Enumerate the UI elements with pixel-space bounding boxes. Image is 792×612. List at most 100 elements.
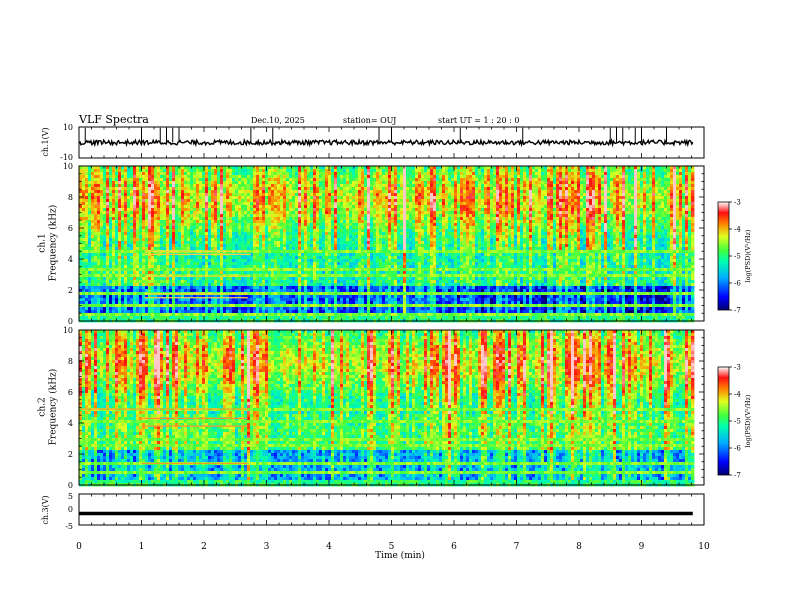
spectrogram-cell <box>571 217 574 220</box>
spectrogram-cell <box>139 217 142 220</box>
spectrogram-cell <box>571 196 574 199</box>
spectrogram-cell <box>628 193 631 196</box>
spectrogram-cell <box>661 205 664 208</box>
spectrogram-cell <box>553 187 556 190</box>
spectrogram-cell <box>103 223 106 226</box>
spectrogram-cell <box>172 193 175 196</box>
spectrogram-cell <box>478 184 481 187</box>
spectrogram-cell <box>316 211 319 214</box>
spectrogram-cell <box>655 199 658 202</box>
spectrogram-cell <box>676 178 679 181</box>
spectrogram-cell <box>616 193 619 196</box>
spectrogram-cell <box>151 226 154 229</box>
spectrogram-cell <box>322 181 325 184</box>
spectrogram-cell <box>253 208 256 211</box>
spectrogram-cell <box>511 220 514 223</box>
spectrogram-cell <box>565 235 568 238</box>
spectrogram-cell <box>229 172 232 175</box>
spectrogram-cell <box>88 208 91 211</box>
spectrogram-cell <box>523 217 526 220</box>
spectrogram-cell <box>286 223 289 226</box>
spectrogram-cell <box>451 196 454 199</box>
spectrogram-cell <box>580 223 583 226</box>
spectrogram-cell <box>367 220 370 223</box>
spectrogram-cell <box>448 229 451 232</box>
spectrogram-cell <box>352 184 355 187</box>
spectrogram-cell <box>406 223 409 226</box>
spectrogram-cell <box>664 172 667 175</box>
spectrogram-cell <box>574 223 577 226</box>
spectrogram-cell <box>604 166 607 169</box>
spectrogram-cell <box>301 223 304 226</box>
spectrogram-cell <box>496 181 499 184</box>
spectrogram-cell <box>373 202 376 205</box>
spectrogram-cell <box>412 181 415 184</box>
spectrogram-cell <box>223 232 226 235</box>
spectrogram-cell <box>142 178 145 181</box>
spectrogram-cell <box>682 202 685 205</box>
spectrogram-cell <box>610 232 613 235</box>
spectrogram-cell <box>250 199 253 202</box>
spectrogram-cell <box>316 220 319 223</box>
spectrogram-cell <box>274 184 277 187</box>
spectrogram-cell <box>502 169 505 172</box>
spectrogram-cell <box>613 181 616 184</box>
spectrogram-cell <box>652 193 655 196</box>
spectrogram-cell <box>496 193 499 196</box>
spectrogram-cell <box>244 181 247 184</box>
spectrogram-cell <box>361 175 364 178</box>
spectrogram-cell <box>496 205 499 208</box>
spectrogram-cell <box>148 223 151 226</box>
spectrogram-cell <box>682 214 685 217</box>
spectrogram-cell <box>136 226 139 229</box>
spectrogram-cell <box>691 187 694 190</box>
spectrogram-cell <box>454 223 457 226</box>
spectrogram-cell <box>151 208 154 211</box>
spectrogram-cell <box>640 205 643 208</box>
spectrogram-cell <box>259 166 262 169</box>
spectrogram-cell <box>472 208 475 211</box>
spectrogram-cell <box>598 169 601 172</box>
spectrogram-cell <box>607 184 610 187</box>
spectrogram-cell <box>415 190 418 193</box>
spectrogram-cell <box>268 169 271 172</box>
spectrogram-cell <box>460 175 463 178</box>
spectrogram-cell <box>166 169 169 172</box>
spectrogram-cell <box>193 175 196 178</box>
spectrogram-cell <box>379 220 382 223</box>
spectrogram-cell <box>634 172 637 175</box>
spectrogram-cell <box>154 193 157 196</box>
spectrogram-cell <box>460 229 463 232</box>
spectrogram-cell <box>676 229 679 232</box>
spectrogram-cell <box>154 232 157 235</box>
spectrogram-cell <box>328 184 331 187</box>
spectrogram-cell <box>679 181 682 184</box>
spectrogram-cell <box>307 211 310 214</box>
spectrogram-cell <box>511 184 514 187</box>
spectrogram-cell <box>178 205 181 208</box>
spectrogram-cell <box>331 229 334 232</box>
spectrogram-cell <box>241 211 244 214</box>
spectrogram-cell <box>193 199 196 202</box>
spectrogram-cell <box>412 169 415 172</box>
spectrogram-cell <box>292 187 295 190</box>
spectrogram-cell <box>94 181 97 184</box>
spectrogram-cell <box>574 190 577 193</box>
spectrogram-cell <box>79 208 82 211</box>
spectrogram-cell <box>520 226 523 229</box>
spectrogram-cell <box>544 226 547 229</box>
spectrogram-cell <box>433 187 436 190</box>
spectrogram-cell <box>601 208 604 211</box>
spectrogram-cell <box>124 238 127 241</box>
spectrogram-cell <box>655 187 658 190</box>
spectrogram-cell <box>376 181 379 184</box>
spectrogram-cell <box>259 193 262 196</box>
spectrogram-cell <box>385 169 388 172</box>
spectrogram-cell <box>643 169 646 172</box>
spectrogram-cell <box>616 184 619 187</box>
spectrogram-cell <box>571 226 574 229</box>
spectrogram-cell <box>88 190 91 193</box>
spectrogram-cell <box>214 196 217 199</box>
spectrogram-cell <box>391 223 394 226</box>
spectrogram-cell <box>466 232 469 235</box>
